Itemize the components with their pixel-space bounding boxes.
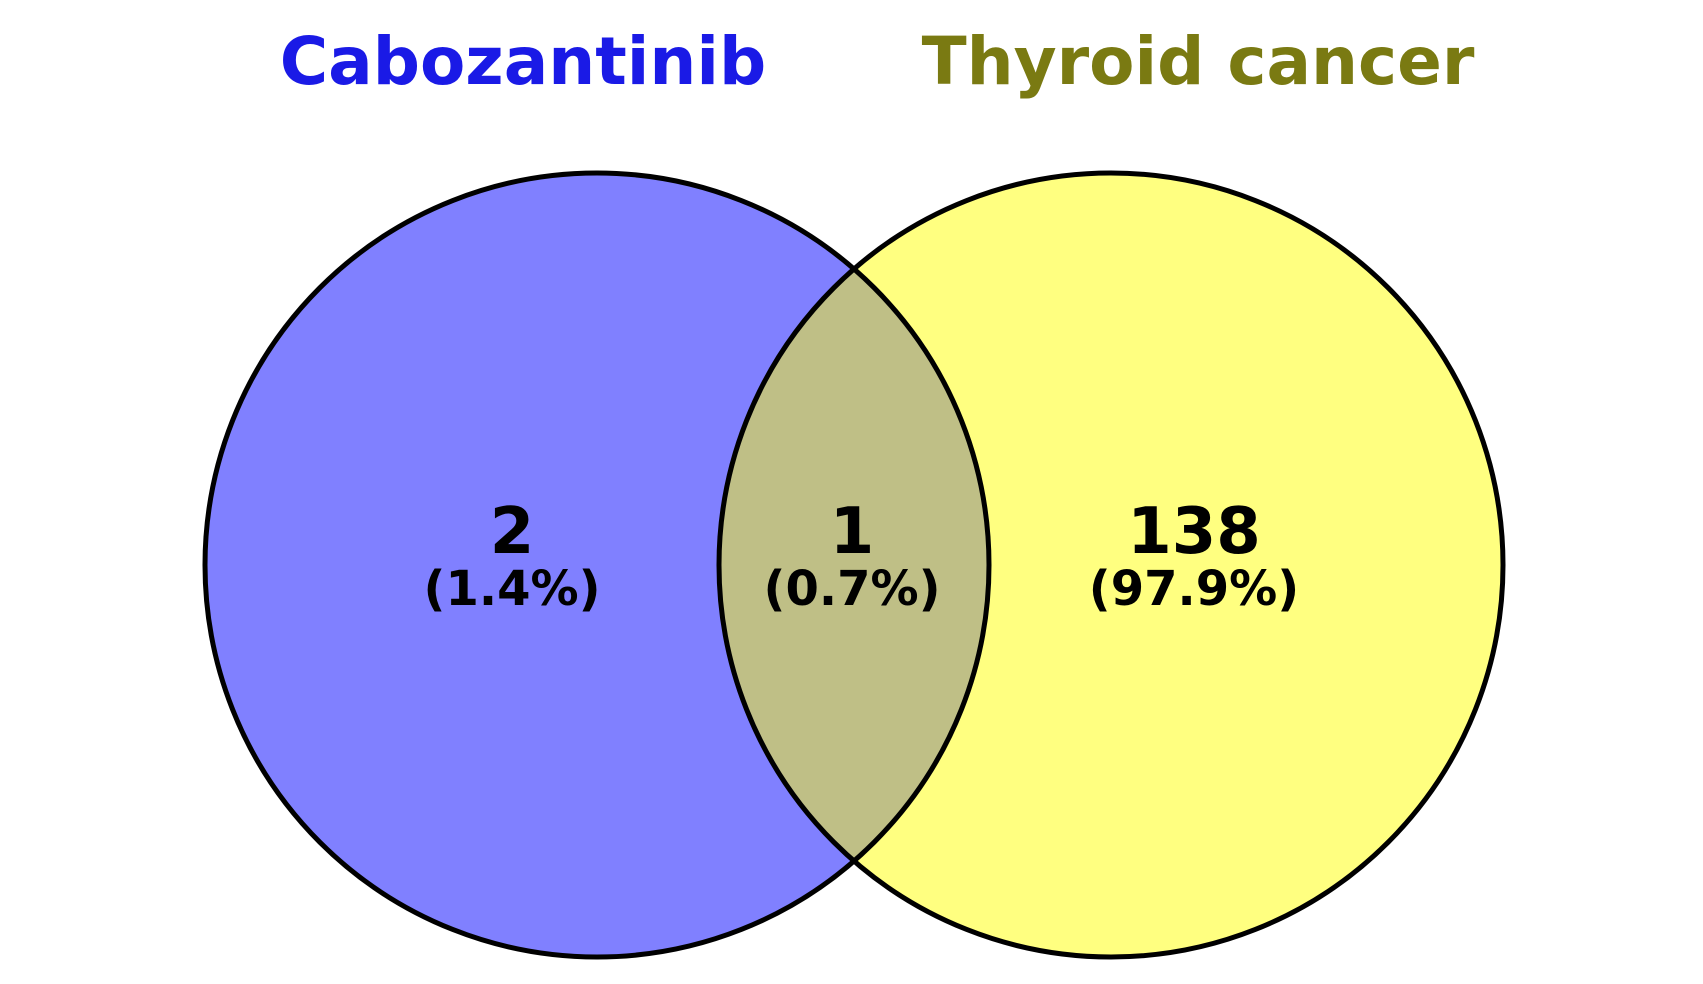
circle-thyroid-cancer-outline bbox=[716, 170, 1506, 960]
circle-cabozantinib-outline bbox=[202, 170, 992, 960]
right-only-percent: (97.9%) bbox=[1089, 561, 1299, 617]
set-title-thyroid-cancer: Thyroid cancer bbox=[922, 23, 1475, 100]
overlap-count: 1 bbox=[830, 495, 875, 569]
left-only-count: 2 bbox=[490, 495, 535, 569]
right-only-count: 138 bbox=[1127, 495, 1261, 569]
overlap-percent: (0.7%) bbox=[764, 561, 941, 617]
overlap-region bbox=[719, 173, 989, 957]
set-title-cabozantinib: Cabozantinib bbox=[280, 23, 767, 100]
left-only-percent: (1.4%) bbox=[424, 561, 601, 617]
